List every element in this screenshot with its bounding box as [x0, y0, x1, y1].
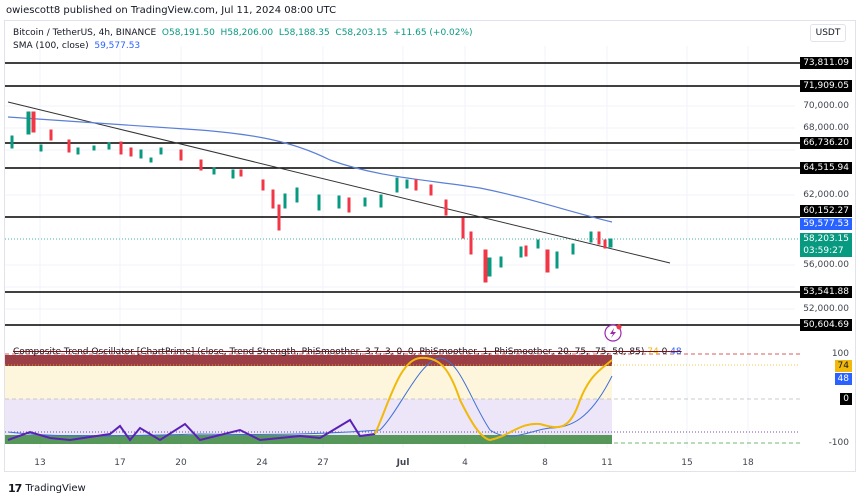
time-tick: 4: [462, 458, 468, 468]
price-tick: 68,000.00: [803, 123, 849, 133]
indicator-title: Composite Trend Oscillator [ChartPrime] …: [13, 347, 645, 357]
sma-line: [7, 116, 613, 223]
chart-frame: [4, 20, 856, 472]
osc-tick-100: 100: [831, 349, 849, 359]
time-tick: 8: [542, 458, 548, 468]
level-tag: 60,152.27: [800, 205, 852, 217]
time-tick: 20: [175, 458, 187, 468]
osc-fast-line: [374, 356, 613, 442]
bar-countdown: 03:59:27: [803, 246, 844, 256]
trendline: [7, 101, 671, 264]
time-tick: 24: [256, 458, 268, 468]
osc-tick-neg100: -100: [828, 438, 849, 448]
sma-label: SMA (100, close): [13, 41, 89, 51]
osc-tag-fast: 74: [834, 360, 852, 372]
indicator-legend[interactable]: Composite Trend Oscillator [ChartPrime] …: [13, 347, 682, 357]
last-price: 58,203.15: [803, 234, 849, 244]
level-tag: 64,515.94: [800, 162, 852, 174]
ohlc-close: C58,203.15: [335, 28, 388, 38]
price-tick: 62,000.00: [803, 190, 849, 200]
currency-button[interactable]: USDT: [810, 24, 846, 42]
time-tick: 18: [742, 458, 754, 468]
ohlc-high: H58,206.00: [220, 28, 274, 38]
time-tick: 17: [114, 458, 126, 468]
time-tick: 13: [34, 458, 46, 468]
ohlc-change: +11.65 (+0.02%): [393, 28, 473, 38]
support-resistance-lines: [5, 62, 800, 326]
osc-tag-slow: 48: [834, 373, 852, 385]
level-tag: 53,541.88: [800, 286, 852, 298]
candles: [10, 111, 613, 283]
indicator-value-3: 48: [670, 347, 682, 357]
sma-value: 59,577.53: [94, 41, 141, 51]
sma-price-tag: 59,577.53: [800, 218, 852, 230]
indicator-value-1: 74: [647, 347, 659, 357]
time-tick: Jul: [396, 458, 410, 468]
level-tag: 73,811.09: [800, 57, 852, 69]
symbol-legend: Bitcoin / TetherUS, 4h, BINANCE O58,191.…: [13, 27, 473, 53]
indicator-value-2: 0: [661, 347, 668, 357]
price-tick: 70,000.00: [803, 101, 849, 111]
footer-brand[interactable]: 17 TradingView: [8, 482, 86, 495]
tradingview-logo-icon: 17: [8, 482, 22, 495]
level-tag: 50,604.69: [800, 319, 852, 331]
last-price-tag: 58,203.15 03:59:27: [800, 233, 852, 257]
ohlc-open: O58,191.50: [161, 28, 215, 38]
brand-name: TradingView: [25, 483, 86, 494]
alert-zap-icon[interactable]: [604, 324, 622, 342]
level-tag: 71,909.05: [800, 80, 852, 92]
time-tick: 11: [601, 458, 613, 468]
symbol-name: Bitcoin / TetherUS, 4h, BINANCE: [13, 28, 157, 38]
osc-slow-line: [7, 357, 613, 437]
level-tag: 66,736.20: [800, 137, 852, 149]
price-tick: 56,000.00: [803, 260, 849, 270]
published-caption: owiescott8 published on TradingView.com,…: [6, 5, 337, 16]
osc-tag-zero: 0: [840, 393, 852, 405]
time-tick: 15: [681, 458, 693, 468]
ohlc-low: L58,188.35: [278, 28, 330, 38]
time-tick: 27: [317, 458, 329, 468]
price-tick: 52,000.00: [803, 304, 849, 314]
